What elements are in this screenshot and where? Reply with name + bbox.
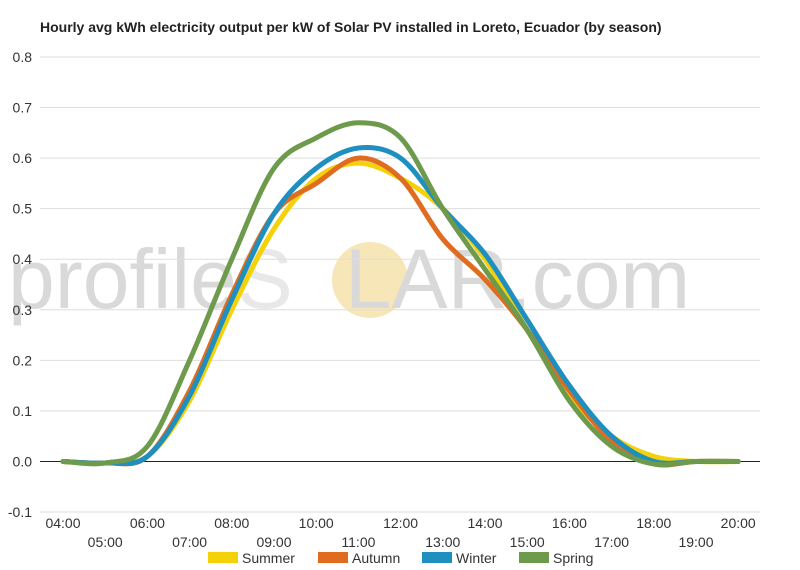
y-tick-label: 0.8 xyxy=(13,49,33,65)
series-line-winter xyxy=(60,144,741,467)
x-tick-label: 05:00 xyxy=(88,534,123,550)
series-line-spring xyxy=(60,120,741,468)
y-axis: -0.1 0.0 0.1 0.2 0.3 0.4 0.5 0.6 0.7 0.8 xyxy=(8,49,32,520)
legend: Summer Autumn Winter Spring xyxy=(208,550,593,566)
y-tick-label: 0.2 xyxy=(13,352,33,368)
legend-label-autumn: Autumn xyxy=(352,550,400,566)
y-tick-label: 0.6 xyxy=(13,150,33,166)
x-axis: 04:00 05:00 06:00 07:00 08:00 09:00 10:00 11:00… xyxy=(45,515,755,550)
x-tick-label: 04:00 xyxy=(45,515,80,531)
y-tick-label: 0.5 xyxy=(13,201,33,217)
chart-title: Hourly avg kWh electricity output per kW… xyxy=(40,19,662,35)
x-tick-label: 17:00 xyxy=(594,534,629,550)
y-tick-label: -0.1 xyxy=(8,504,32,520)
x-tick-label: 16:00 xyxy=(552,515,587,531)
legend-label-winter: Winter xyxy=(456,550,497,566)
x-tick-label: 15:00 xyxy=(510,534,545,550)
legend-label-spring: Spring xyxy=(553,550,593,566)
legend-swatch-winter xyxy=(422,552,452,563)
x-tick-label: 10:00 xyxy=(299,515,334,531)
x-tick-label: 14:00 xyxy=(467,515,502,531)
watermark-sun xyxy=(332,242,408,318)
y-tick-label: 0.0 xyxy=(13,453,33,469)
y-tick-label: 0.1 xyxy=(13,403,33,419)
series-lines xyxy=(60,120,741,468)
x-tick-label: 08:00 xyxy=(214,515,249,531)
legend-swatch-summer xyxy=(208,552,238,563)
legend-swatch-spring xyxy=(519,552,549,563)
x-tick-label: 13:00 xyxy=(425,534,460,550)
y-tick-label: 0.4 xyxy=(13,251,33,267)
watermark: profileS LAR.com xyxy=(8,232,690,326)
y-tick-label: 0.7 xyxy=(13,100,33,116)
x-tick-label: 09:00 xyxy=(256,534,291,550)
y-tick-label: 0.3 xyxy=(13,302,33,318)
x-tick-label: 12:00 xyxy=(383,515,418,531)
x-tick-label: 19:00 xyxy=(678,534,713,550)
x-tick-label: 18:00 xyxy=(636,515,671,531)
x-tick-label: 07:00 xyxy=(172,534,207,550)
legend-label-summer: Summer xyxy=(242,550,295,566)
x-tick-label: 06:00 xyxy=(130,515,165,531)
x-tick-label: 20:00 xyxy=(721,515,756,531)
watermark-text: profileS LAR.com xyxy=(8,232,690,326)
x-tick-label: 11:00 xyxy=(341,534,375,550)
legend-swatch-autumn xyxy=(318,552,348,563)
